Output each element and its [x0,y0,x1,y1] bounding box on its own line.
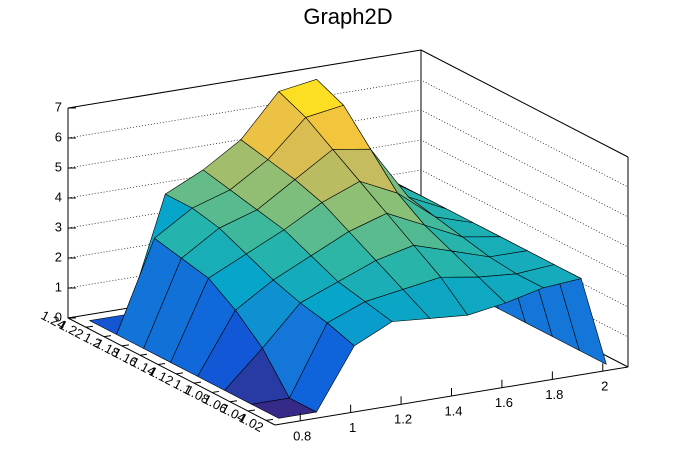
box-edge [67,49,422,109]
y-tick [193,381,202,384]
x-tick-label: 1.8 [545,387,563,402]
y-tick [103,335,112,338]
chart-title: Graph2D [303,4,392,29]
z-tick-label: 6 [55,129,62,144]
z-tick-label: 1 [55,279,62,294]
y-tick [157,363,166,366]
box-edge [420,49,629,158]
y-tick [229,400,238,403]
x-tick-label: 1 [349,420,356,435]
y-tick [121,344,130,347]
x-tick-label: 2 [601,379,608,394]
z-tick-label: 2 [55,249,62,264]
y-tick [85,325,94,328]
x-tick-label: 1.6 [495,395,513,410]
x-tick-label: 1.4 [444,403,462,418]
y-tick [247,409,256,412]
y-tick-label: 1.1 [171,376,194,398]
z-tick-label: 5 [55,159,62,174]
z-tick-label: 4 [55,189,62,204]
y-tick [211,390,220,393]
y-tick [139,353,148,356]
z-tick-label: 3 [55,219,62,234]
x-tick-label: 1.2 [394,412,412,427]
x-tick-label: 0.8 [293,428,311,443]
y-axis [67,317,276,426]
y-tick [175,372,184,375]
z-tick-label: 7 [55,99,62,114]
y-tick-label: 1.2 [81,330,104,352]
z-tick-label: 0 [55,309,62,324]
y-tick [265,418,274,421]
